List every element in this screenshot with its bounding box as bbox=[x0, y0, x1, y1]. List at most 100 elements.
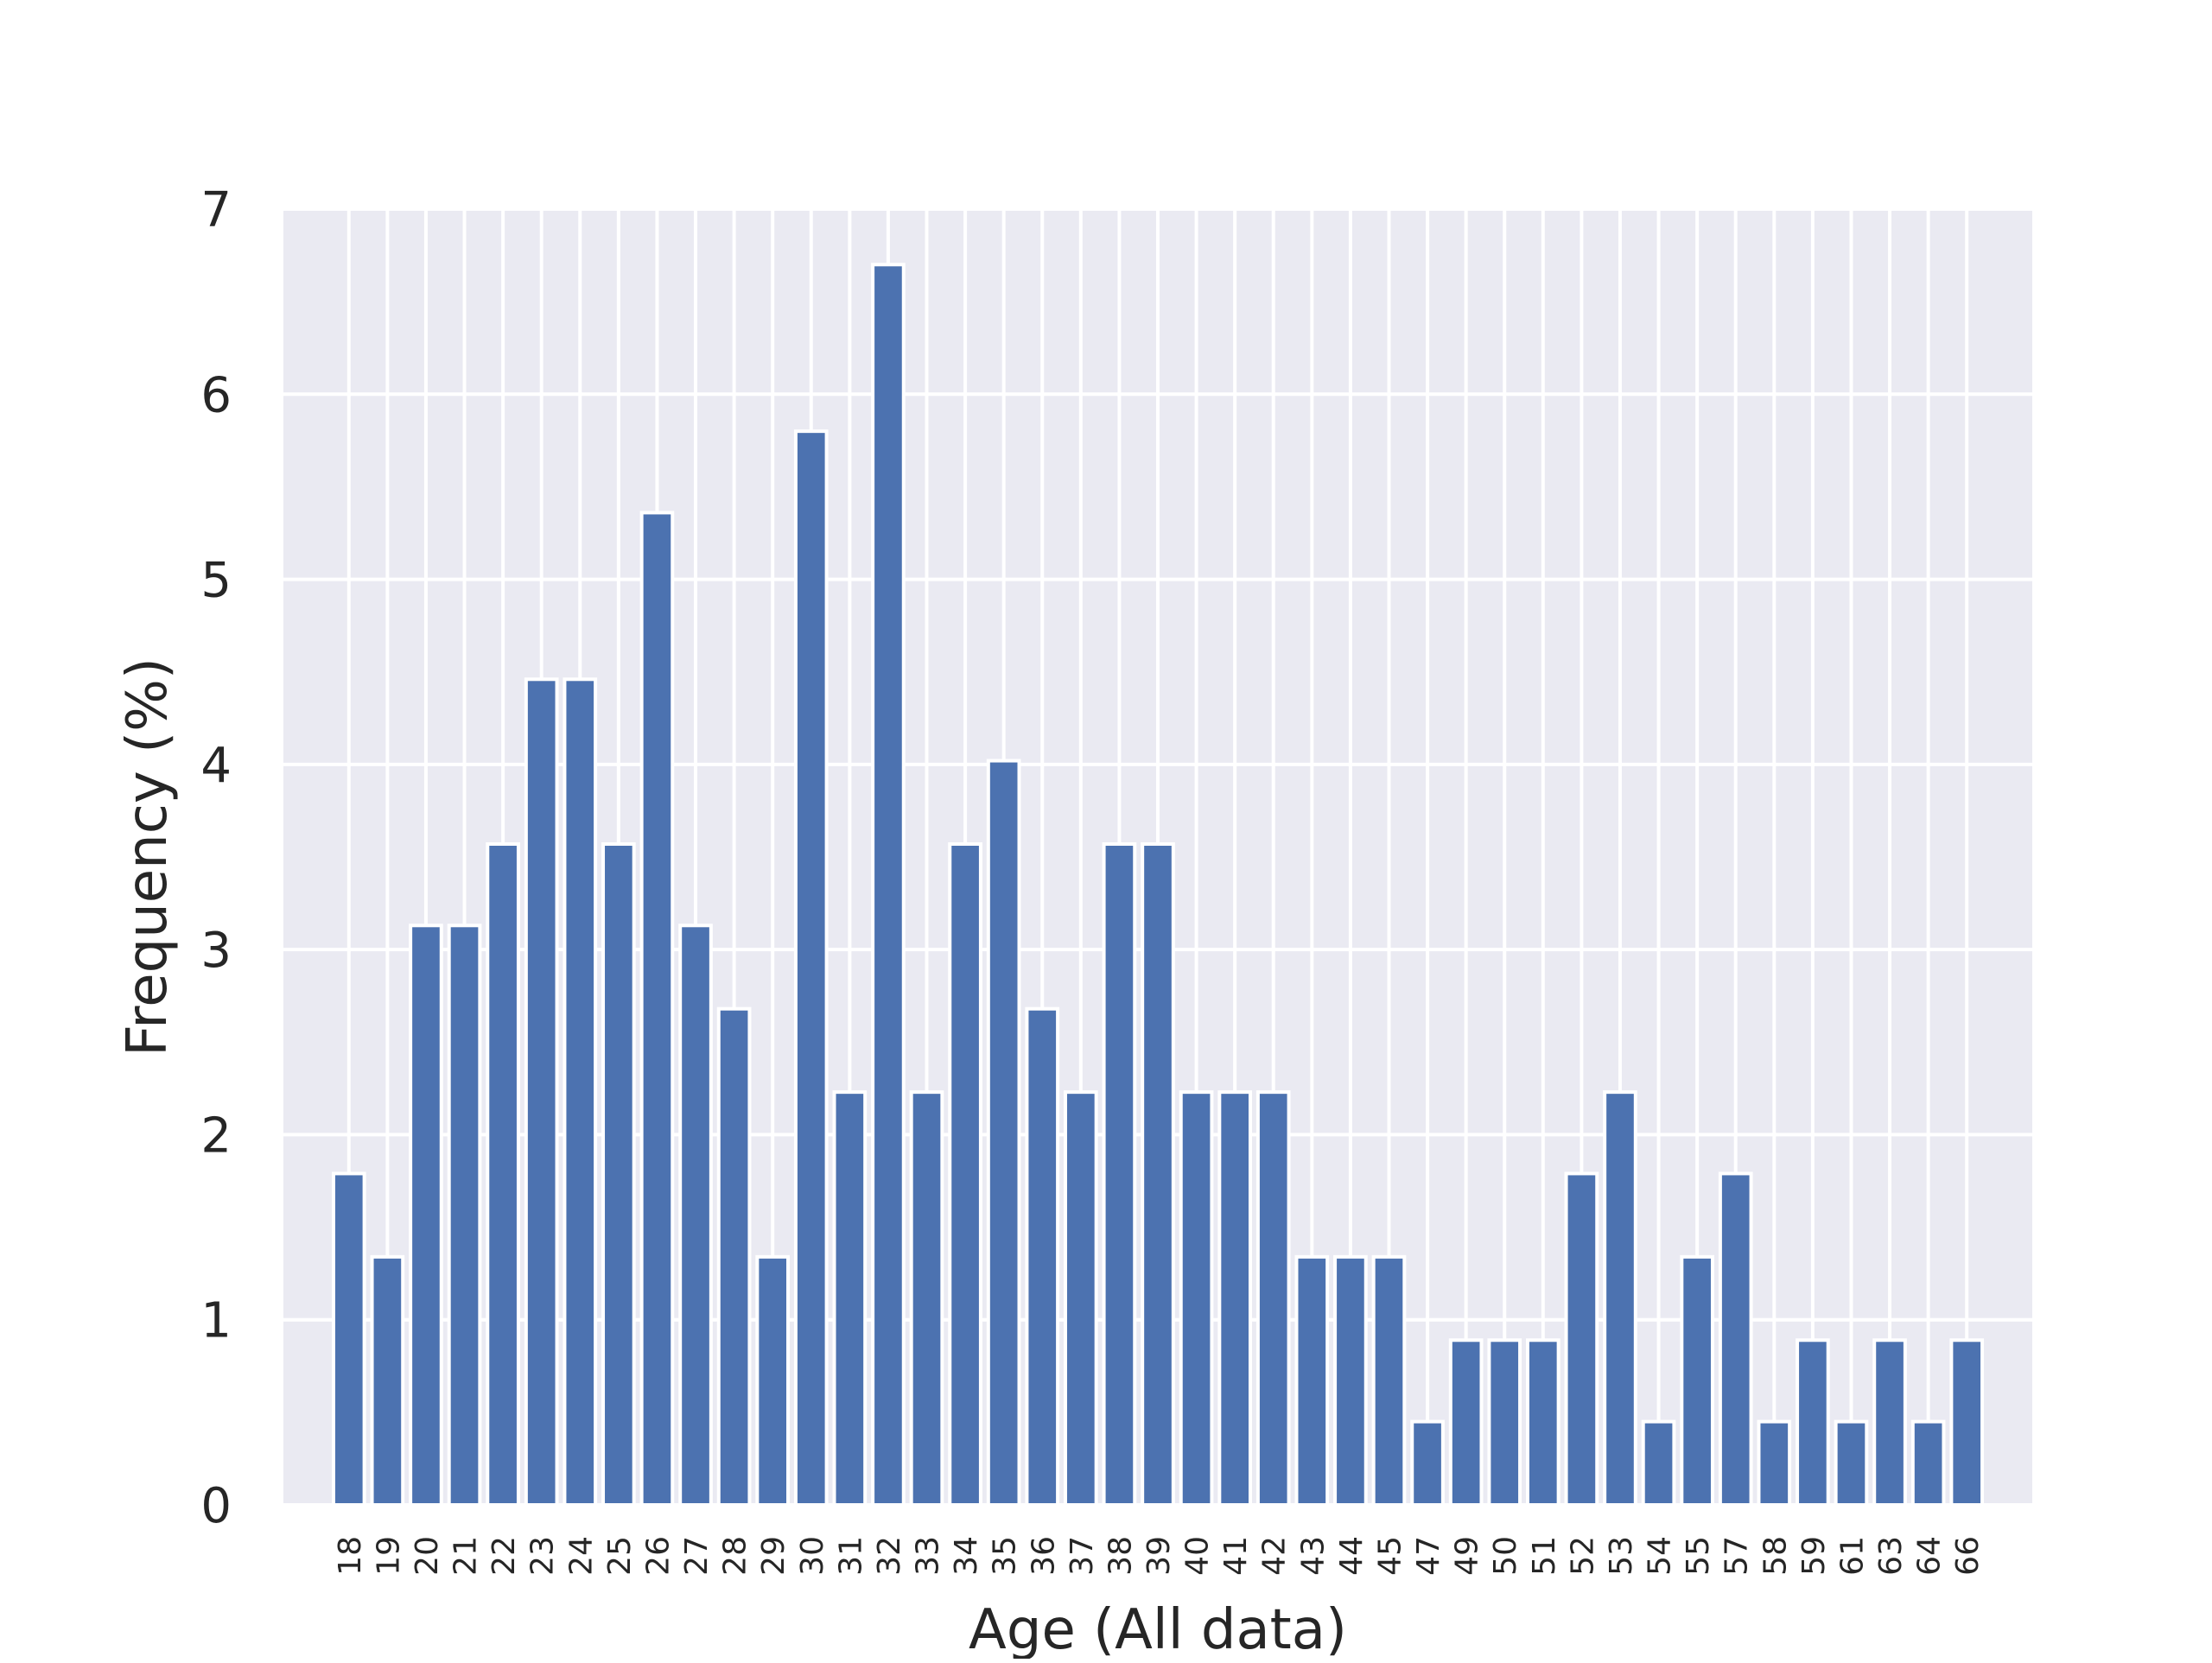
x-tick-label: 64 bbox=[1912, 1536, 1948, 1576]
x-tick-label: 49 bbox=[1450, 1536, 1485, 1576]
x-tick-label: 18 bbox=[333, 1536, 368, 1576]
y-tick-label: 5 bbox=[200, 553, 232, 609]
bar-28 bbox=[716, 1006, 752, 1507]
bar-43 bbox=[1294, 1254, 1330, 1507]
bar-59 bbox=[1796, 1338, 1830, 1507]
bar-64 bbox=[1910, 1419, 1946, 1507]
x-tick-label: 47 bbox=[1411, 1536, 1446, 1576]
x-tick-label: 40 bbox=[1180, 1536, 1216, 1576]
x-tick-label: 28 bbox=[718, 1536, 753, 1576]
bar-53 bbox=[1603, 1090, 1637, 1507]
bar-47 bbox=[1410, 1419, 1445, 1507]
bar-30 bbox=[793, 429, 829, 1507]
y-tick-label: 2 bbox=[200, 1108, 232, 1164]
bar-54 bbox=[1641, 1419, 1676, 1507]
x-tick-label: 57 bbox=[1719, 1536, 1755, 1576]
x-tick-label: 51 bbox=[1527, 1536, 1562, 1576]
x-tick-label: 44 bbox=[1334, 1536, 1370, 1576]
x-tick-label: 32 bbox=[872, 1536, 907, 1576]
x-tick-label: 24 bbox=[563, 1536, 599, 1576]
x-tick-label: 63 bbox=[1873, 1536, 1909, 1576]
bar-58 bbox=[1757, 1419, 1792, 1507]
bar-52 bbox=[1564, 1171, 1599, 1507]
bar-50 bbox=[1487, 1338, 1522, 1507]
bar-41 bbox=[1217, 1090, 1252, 1507]
bar-27 bbox=[678, 924, 713, 1507]
bar-19 bbox=[370, 1254, 405, 1507]
bar-45 bbox=[1371, 1254, 1407, 1507]
bar-31 bbox=[832, 1090, 868, 1507]
x-tick-label: 25 bbox=[602, 1536, 638, 1576]
bars bbox=[331, 263, 1985, 1507]
bar-42 bbox=[1255, 1090, 1291, 1507]
bar-35 bbox=[986, 759, 1021, 1507]
bar-38 bbox=[1102, 842, 1137, 1507]
x-tick-label: 33 bbox=[911, 1536, 946, 1576]
y-tick-label: 3 bbox=[200, 923, 232, 979]
x-tick-label: 34 bbox=[949, 1536, 984, 1576]
y-tick-label: 6 bbox=[200, 367, 232, 423]
x-tick-label: 35 bbox=[988, 1536, 1023, 1576]
bar-61 bbox=[1834, 1419, 1869, 1507]
x-tick-label: 59 bbox=[1796, 1536, 1832, 1576]
x-tick-label: 54 bbox=[1643, 1536, 1678, 1576]
bar-18 bbox=[331, 1171, 366, 1507]
x-tick-label: 43 bbox=[1295, 1536, 1331, 1576]
x-tick-label: 26 bbox=[640, 1536, 676, 1576]
x-tick-label: 36 bbox=[1026, 1536, 1061, 1576]
x-tick-labels: 18 19 20 21 22 23 24 25 26 27 28 29 30 31 32 33 34 35 36 37… bbox=[333, 1536, 1986, 1576]
y-tick-label: 0 bbox=[200, 1478, 232, 1534]
x-tick-label: 41 bbox=[1218, 1536, 1254, 1576]
bar-63 bbox=[1872, 1338, 1907, 1507]
bar-22 bbox=[486, 842, 520, 1507]
bar-39 bbox=[1141, 842, 1175, 1507]
bar-23 bbox=[524, 677, 559, 1507]
bar-37 bbox=[1064, 1090, 1098, 1507]
x-tick-label: 42 bbox=[1257, 1536, 1293, 1576]
y-tick-label: 4 bbox=[200, 738, 232, 794]
x-tick-label: 30 bbox=[795, 1536, 830, 1576]
x-tick-label: 52 bbox=[1565, 1536, 1600, 1576]
bar-51 bbox=[1525, 1338, 1560, 1507]
y-axis-label: Frequency (%) bbox=[116, 657, 180, 1057]
x-tick-label: 29 bbox=[756, 1536, 791, 1576]
x-tick-label: 22 bbox=[486, 1536, 522, 1576]
x-tick-label: 45 bbox=[1372, 1536, 1408, 1576]
bar-36 bbox=[1025, 1006, 1060, 1507]
x-tick-label: 19 bbox=[371, 1536, 406, 1576]
bar-24 bbox=[563, 677, 598, 1507]
bar-57 bbox=[1718, 1171, 1753, 1507]
x-tick-label: 50 bbox=[1488, 1536, 1523, 1576]
x-tick-label: 53 bbox=[1604, 1536, 1639, 1576]
bar-26 bbox=[639, 511, 675, 1507]
x-tick-label: 61 bbox=[1834, 1536, 1870, 1576]
bar-44 bbox=[1333, 1254, 1368, 1507]
x-tick-label: 38 bbox=[1103, 1536, 1138, 1576]
x-tick-label: 27 bbox=[679, 1536, 715, 1576]
bar-21 bbox=[447, 924, 482, 1507]
bar-33 bbox=[909, 1090, 944, 1507]
bar-49 bbox=[1448, 1338, 1484, 1507]
bar-20 bbox=[409, 924, 443, 1507]
bar-29 bbox=[755, 1254, 791, 1507]
x-tick-label: 37 bbox=[1065, 1536, 1100, 1576]
x-tick-label: 66 bbox=[1950, 1536, 1986, 1576]
bar-32 bbox=[871, 263, 906, 1507]
y-tick-label: 7 bbox=[200, 182, 232, 238]
bar-55 bbox=[1680, 1254, 1714, 1507]
x-tick-label: 39 bbox=[1141, 1536, 1177, 1576]
y-tick-label: 1 bbox=[200, 1293, 232, 1349]
bar-40 bbox=[1179, 1090, 1214, 1507]
x-tick-label: 20 bbox=[410, 1536, 445, 1576]
x-tick-label: 23 bbox=[525, 1536, 561, 1576]
x-tick-label: 21 bbox=[448, 1536, 484, 1576]
bar-66 bbox=[1949, 1338, 1985, 1507]
y-tick-labels: 0 1 2 3 4 5 6 7 bbox=[200, 182, 232, 1534]
x-tick-label: 31 bbox=[833, 1536, 868, 1576]
bar-25 bbox=[601, 842, 636, 1507]
bar-34 bbox=[948, 842, 982, 1507]
x-tick-label: 58 bbox=[1758, 1536, 1793, 1576]
x-axis-label: Age (All data) bbox=[969, 1598, 1347, 1659]
